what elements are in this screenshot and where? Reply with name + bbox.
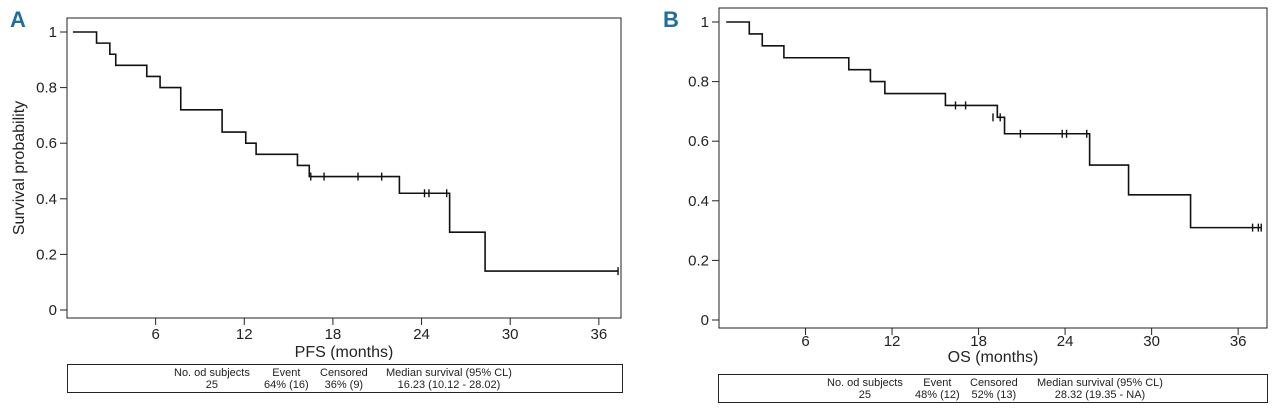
summary-header-censored: Censored (320, 367, 368, 379)
y-tick-label: 0 (49, 302, 57, 319)
plot-frame (718, 7, 1268, 329)
y-tick-label: 1 (49, 24, 57, 41)
y-tick-label: 0.2 (36, 246, 57, 263)
survival-curve (726, 21, 1262, 229)
km-chart-pfs: A 0 0.2 0.4 0.6 0.8 1 6 12 18 24 30 36 PFS (months) Su… (10, 7, 622, 360)
x-axis-title: PFS (months) (295, 344, 394, 360)
x-tick-label: 12 (884, 333, 901, 350)
x-tick-label: 12 (236, 326, 253, 343)
summary-col-event: Event 48% (12) (915, 377, 960, 401)
x-tick-label: 30 (1143, 333, 1160, 350)
y-tick-label: 0.4 (688, 193, 709, 210)
summary-header-censored: Censored (970, 377, 1018, 389)
summary-header-median: Median survival (95% CL) (386, 367, 512, 379)
summary-value-median: 16.23 (10.12 - 28.02) (397, 379, 501, 391)
summary-value-event: 48% (12) (915, 389, 960, 401)
summary-value-event: 64% (16) (264, 379, 309, 391)
y-tick-label: 1 (701, 14, 709, 31)
y-tick-label: 0.6 (36, 135, 57, 152)
y-tick-label: 0.2 (688, 252, 709, 269)
summary-col-subjects: No. od subjects 25 (827, 377, 903, 401)
summary-header-event: Event (923, 377, 952, 389)
x-tick-label: 18 (970, 333, 987, 350)
x-tick-label: 36 (590, 326, 607, 343)
summary-header-subjects: No. od subjects (174, 367, 250, 379)
summary-col-subjects: No. od subjects 25 (174, 367, 250, 391)
y-axis-title: Survival probability (11, 101, 28, 235)
summary-value-subjects: 25 (205, 379, 219, 391)
summary-header-event: Event (272, 367, 301, 379)
summary-table-pfs: No. od subjects 25 Event 64% (16) Censor… (67, 364, 623, 393)
plot-frame (66, 17, 622, 319)
y-tick-label: 0.4 (36, 191, 57, 208)
x-tick-label: 24 (1057, 333, 1074, 350)
summary-header-subjects: No. od subjects (827, 377, 903, 389)
summary-table-os: No. od subjects 25 Event 48% (12) Censor… (718, 374, 1268, 403)
summary-value-censored: 36% (9) (324, 379, 364, 391)
panel-label: B (663, 7, 679, 32)
x-axis-title: OS (months) (948, 349, 1039, 366)
summary-value-median: 28.32 (19.35 - NA) (1054, 389, 1146, 401)
summary-header-median: Median survival (95% CL) (1037, 377, 1163, 389)
summary-col-censored: Censored 52% (13) (970, 377, 1018, 401)
summary-value-censored: 52% (13) (971, 389, 1017, 401)
y-tick-label: 0.6 (688, 133, 709, 150)
summary-col-event: Event 64% (16) (264, 367, 309, 391)
summary-col-censored: Censored 36% (9) (320, 367, 368, 391)
summary-value-subjects: 25 (858, 389, 872, 401)
panel-label: A (10, 7, 26, 32)
chart-panel-a: A 0 0.2 0.4 0.6 0.8 1 6 12 18 24 30 36 PFS (months) Su… (10, 7, 623, 393)
summary-col-median: Median survival (95% CL) 16.23 (10.12 - … (386, 367, 512, 391)
summary-col-median: Median survival (95% CL) 28.32 (19.35 - … (1037, 377, 1163, 401)
x-tick-label: 36 (1230, 333, 1247, 350)
x-tick-label: 6 (801, 333, 809, 350)
y-tick-label: 0.8 (688, 74, 709, 91)
x-tick-label: 24 (413, 326, 430, 343)
y-tick-label: 0 (701, 312, 709, 329)
x-tick-label: 18 (325, 326, 342, 343)
survival-curve (72, 31, 619, 272)
x-tick-label: 30 (502, 326, 519, 343)
x-tick-label: 6 (151, 326, 159, 343)
y-tick-label: 0.8 (36, 80, 57, 97)
